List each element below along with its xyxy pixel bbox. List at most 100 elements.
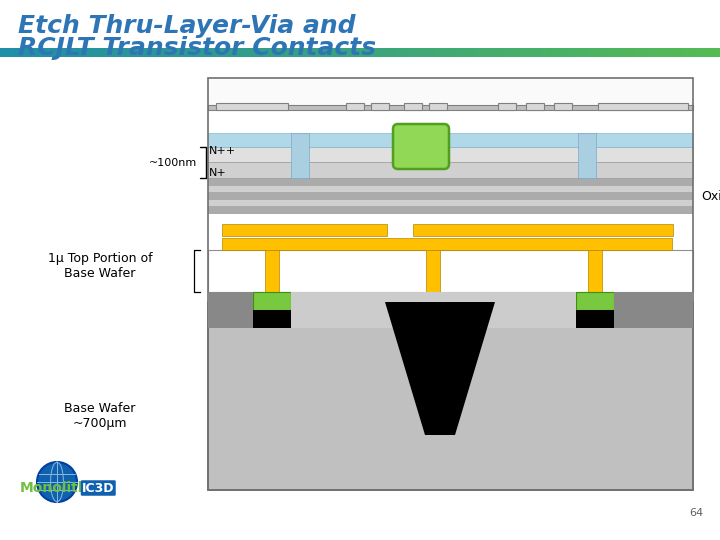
Bar [208,178,693,186]
Bar [291,292,576,328]
Bar [444,48,447,57]
Bar [31,48,34,57]
Bar [621,48,624,57]
Bar [17,48,19,57]
Bar [41,48,44,57]
Bar [398,48,401,57]
Bar [214,48,217,57]
Bar [662,48,665,57]
Bar [204,48,207,57]
Bar [271,48,274,57]
Bar [504,48,507,57]
Bar [266,48,269,57]
Bar [115,48,118,57]
Bar [545,48,548,57]
Bar [394,48,397,57]
Bar [449,48,451,57]
Bar [470,48,473,57]
Bar [384,48,387,57]
Bar [531,48,534,57]
Bar [103,48,106,57]
Bar [540,48,543,57]
Bar [12,48,15,57]
Bar [222,224,387,236]
Bar [300,48,303,57]
Bar [403,48,406,57]
Text: Monolith: Monolith [20,481,89,495]
Bar [86,48,89,57]
Bar [259,48,262,57]
Bar [698,48,701,57]
Bar [600,48,603,57]
Bar [208,200,693,206]
Bar [96,48,99,57]
Bar [446,48,449,57]
Bar [715,48,718,57]
Bar [45,48,48,57]
Bar [521,48,523,57]
Bar [144,48,147,57]
Bar [487,48,490,57]
Bar [401,48,404,57]
Bar [610,48,613,57]
Bar [178,48,181,57]
Bar [288,48,291,57]
Bar [360,48,363,57]
Bar [588,48,591,57]
Bar [379,48,382,57]
Bar [691,48,694,57]
Bar [117,48,120,57]
Bar [405,48,408,57]
Bar [603,48,606,57]
Text: ~100nm: ~100nm [149,158,197,167]
Bar [77,48,80,57]
Bar [408,48,411,57]
Bar [605,48,608,57]
Bar [208,292,253,328]
Bar [629,48,631,57]
Bar [552,48,555,57]
Bar [369,48,372,57]
Bar [120,48,123,57]
Bar [670,48,672,57]
Bar [420,48,423,57]
Bar [228,48,231,57]
Bar [127,48,130,57]
Bar [324,48,327,57]
Bar [362,48,365,57]
Bar [180,48,183,57]
Bar [72,48,75,57]
Bar [307,48,310,57]
Bar [456,48,459,57]
Bar [81,48,84,57]
Bar [216,103,288,110]
Bar [547,48,550,57]
Bar [626,48,629,57]
Bar [353,48,356,57]
Bar [499,48,502,57]
Bar [593,48,595,57]
Bar [667,48,670,57]
Bar [19,48,22,57]
Bar [557,48,559,57]
Bar [480,48,483,57]
Bar [322,48,325,57]
Bar [34,48,37,57]
Bar [295,48,298,57]
Bar [122,48,125,57]
Bar [559,48,562,57]
Bar [358,48,361,57]
Bar [208,162,693,178]
Bar [371,103,389,110]
Bar [108,48,111,57]
Bar [286,48,289,57]
Bar [250,48,253,57]
Bar [423,48,426,57]
Bar [297,48,300,57]
Bar [430,48,433,57]
Bar [281,48,284,57]
Bar [413,224,673,236]
Bar [48,48,51,57]
Bar [718,48,720,57]
Text: 64: 64 [689,508,703,518]
